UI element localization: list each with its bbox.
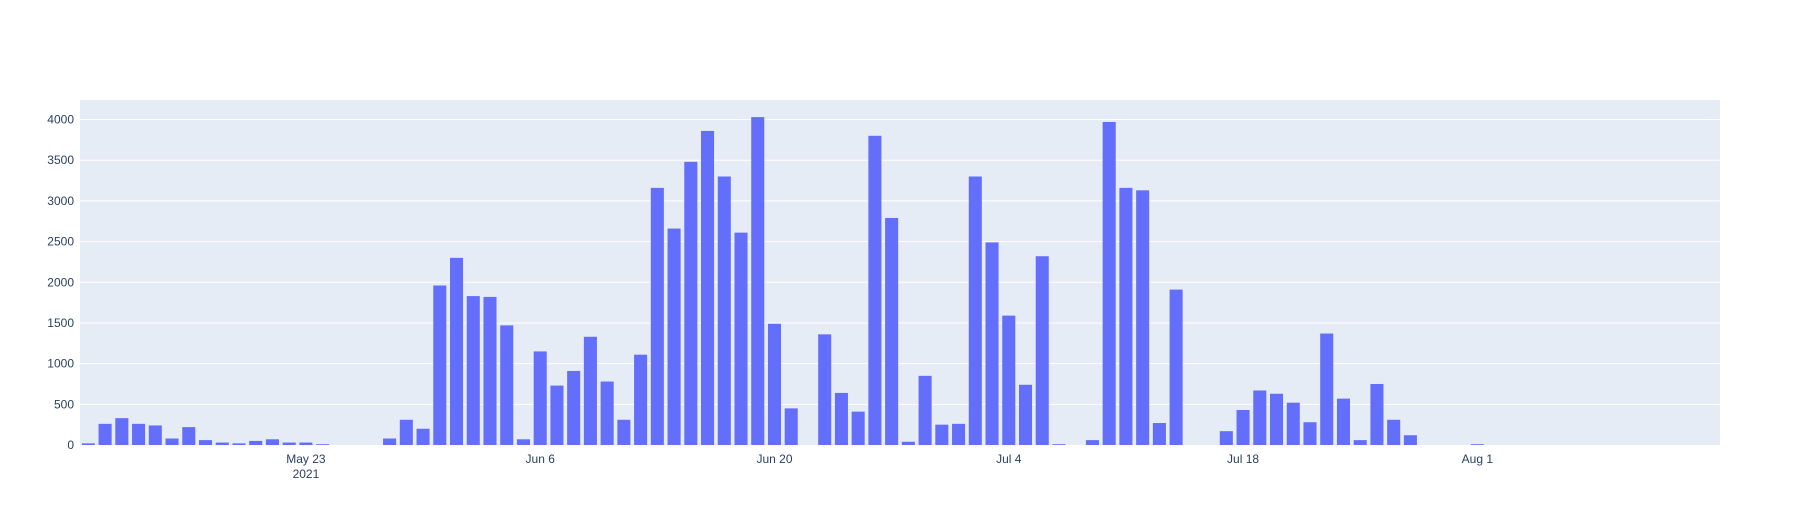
bar[interactable]	[316, 444, 330, 445]
bar[interactable]	[265, 439, 279, 445]
bar[interactable]	[1253, 390, 1267, 445]
bar[interactable]	[299, 442, 313, 445]
bar[interactable]	[985, 242, 999, 445]
bar[interactable]	[1102, 121, 1116, 445]
bar[interactable]	[550, 385, 564, 445]
bar[interactable]	[81, 443, 95, 445]
x-tick-label: Jun 20	[756, 452, 792, 466]
bar[interactable]	[115, 418, 129, 445]
bar[interactable]	[282, 442, 296, 445]
bar[interactable]	[249, 440, 263, 445]
y-gridlines	[80, 119, 1720, 405]
x-tick-label: Jul 4	[996, 452, 1022, 466]
bar[interactable]	[751, 117, 765, 445]
bar[interactable]	[383, 438, 397, 445]
bars[interactable]	[81, 117, 1484, 446]
bar[interactable]	[1219, 431, 1233, 445]
y-tick-label: 500	[54, 397, 74, 411]
y-tick-label: 3000	[47, 194, 74, 208]
bar[interactable]	[767, 323, 782, 445]
bar[interactable]	[1270, 393, 1284, 445]
bar[interactable]	[1286, 402, 1300, 445]
bar[interactable]	[868, 135, 882, 446]
bar[interactable]	[1387, 419, 1401, 445]
bar[interactable]	[734, 232, 748, 445]
bar[interactable]	[1303, 422, 1317, 445]
bar[interactable]	[416, 428, 430, 445]
bar[interactable]	[784, 408, 798, 445]
y-tick-label: 0	[67, 438, 74, 452]
plot-background	[80, 100, 1720, 445]
bar[interactable]	[450, 257, 464, 445]
bar[interactable]	[1336, 398, 1350, 445]
bar[interactable]	[98, 423, 112, 445]
bar[interactable]	[818, 334, 832, 445]
bar[interactable]	[1320, 333, 1334, 445]
y-tick-label: 2000	[47, 275, 74, 289]
x-tick-label: Aug 1	[1462, 452, 1494, 466]
y-tick-label: 4000	[47, 113, 74, 127]
bar[interactable]	[1236, 410, 1250, 445]
bar[interactable]	[1119, 187, 1133, 445]
bar[interactable]	[1085, 440, 1099, 445]
bar[interactable]	[533, 351, 547, 445]
bar[interactable]	[399, 419, 413, 445]
bar[interactable]	[851, 411, 865, 445]
bar[interactable]	[232, 443, 246, 445]
bar[interactable]	[684, 161, 698, 445]
x-tick-label: Jun 6	[526, 452, 556, 466]
y-tick-label: 2500	[47, 235, 74, 249]
bar[interactable]	[1018, 384, 1033, 445]
bar[interactable]	[1370, 383, 1384, 445]
bar[interactable]	[918, 375, 932, 445]
bar[interactable]	[667, 228, 681, 445]
bar[interactable]	[952, 423, 966, 445]
bar[interactable]	[132, 423, 146, 445]
bar[interactable]	[1470, 444, 1484, 445]
bar[interactable]	[1136, 190, 1150, 445]
x-tick-label: May 23	[286, 452, 326, 466]
bar[interactable]	[717, 176, 731, 446]
bar[interactable]	[433, 285, 447, 445]
x-tick-sublabel: 2021	[293, 467, 320, 481]
bar[interactable]	[567, 370, 581, 445]
bar[interactable]	[600, 381, 614, 445]
bar[interactable]	[885, 217, 899, 445]
bar[interactable]	[466, 296, 480, 445]
bar[interactable]	[968, 176, 982, 446]
bar[interactable]	[1035, 256, 1049, 445]
y-tick-label: 1000	[47, 357, 74, 371]
bar[interactable]	[901, 441, 915, 445]
bar[interactable]	[1353, 440, 1367, 445]
bar[interactable]	[617, 419, 631, 445]
bar[interactable]	[516, 439, 530, 445]
bar[interactable]	[1169, 289, 1183, 445]
bar[interactable]	[1002, 315, 1016, 446]
y-tick-label: 1500	[47, 316, 74, 330]
y-tick-label: 3500	[47, 153, 74, 167]
bar[interactable]	[634, 354, 648, 445]
y-axis: 0 500 1000 1500 2000 2500 3000 3500 4000	[47, 113, 74, 452]
bar[interactable]	[483, 296, 497, 445]
bar[interactable]	[583, 336, 597, 445]
bar[interactable]	[935, 424, 949, 445]
bar[interactable]	[834, 392, 848, 445]
bar[interactable]	[1403, 435, 1417, 445]
bar[interactable]	[165, 438, 179, 445]
bar[interactable]	[1052, 444, 1066, 445]
bar[interactable]	[148, 425, 162, 445]
bar[interactable]	[215, 442, 229, 445]
bar[interactable]	[500, 325, 514, 445]
bar[interactable]	[198, 440, 213, 445]
bar[interactable]	[701, 130, 715, 446]
x-tick-label: Jul 18	[1227, 452, 1259, 466]
bar[interactable]	[1152, 423, 1166, 445]
bar[interactable]	[650, 187, 664, 445]
bar[interactable]	[182, 427, 196, 445]
